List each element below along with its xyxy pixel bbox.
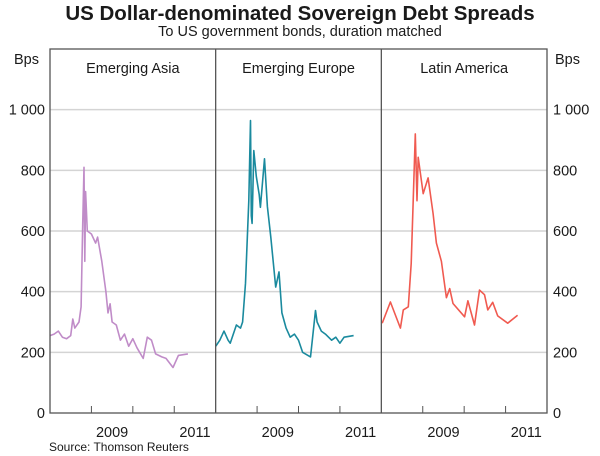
- series-line-latin-america: [381, 133, 519, 329]
- y-tick-label-right: 800: [553, 163, 577, 179]
- series-line-emerging-europe: [215, 119, 354, 358]
- chart-subtitle: To US government bonds, duration matched: [158, 24, 442, 40]
- panel-title: Latin America: [420, 61, 509, 77]
- axis-labels: Bps Bps 0 0 200 200 400 400 600 600 800 800 1 000 1…: [9, 52, 590, 441]
- plot-border: [49, 48, 548, 414]
- series-lines: [49, 119, 519, 369]
- y-tick-label-right: 600: [553, 224, 577, 240]
- series-line-emerging-asia: [49, 166, 189, 369]
- chart-title: US Dollar-denominated Sovereign Debt Spr…: [65, 2, 535, 25]
- y-tick-label-left: 0: [37, 406, 45, 422]
- panel-title: Emerging Europe: [242, 61, 355, 77]
- y-tick-label-left: 400: [21, 285, 45, 301]
- x-tick-label: 2009: [96, 425, 128, 441]
- y-tick-label-right: 400: [553, 285, 577, 301]
- x-tick-label: 2009: [262, 425, 294, 441]
- y-tick-label-left: 600: [21, 224, 45, 240]
- y-tick-label-left: 200: [21, 345, 45, 361]
- gridlines: [50, 108, 547, 354]
- y-tick-label-right: 1 000: [553, 103, 589, 119]
- y-tick-label-right: 0: [553, 406, 561, 422]
- x-tick-label: 2011: [179, 425, 210, 441]
- panel-title: Emerging Asia: [86, 61, 180, 77]
- x-tick-label: 2011: [511, 425, 542, 441]
- y-axis-unit-right: Bps: [555, 52, 580, 68]
- source-note: Source: Thomson Reuters: [49, 440, 189, 454]
- x-tick-label: 2009: [427, 425, 459, 441]
- plot-frame: [49, 48, 548, 414]
- y-axis-unit-left: Bps: [14, 52, 39, 68]
- y-tick-label-left: 1 000: [9, 103, 45, 119]
- y-tick-label-left: 800: [21, 163, 45, 179]
- x-tick-label: 2011: [345, 425, 376, 441]
- y-tick-label-right: 200: [553, 345, 577, 361]
